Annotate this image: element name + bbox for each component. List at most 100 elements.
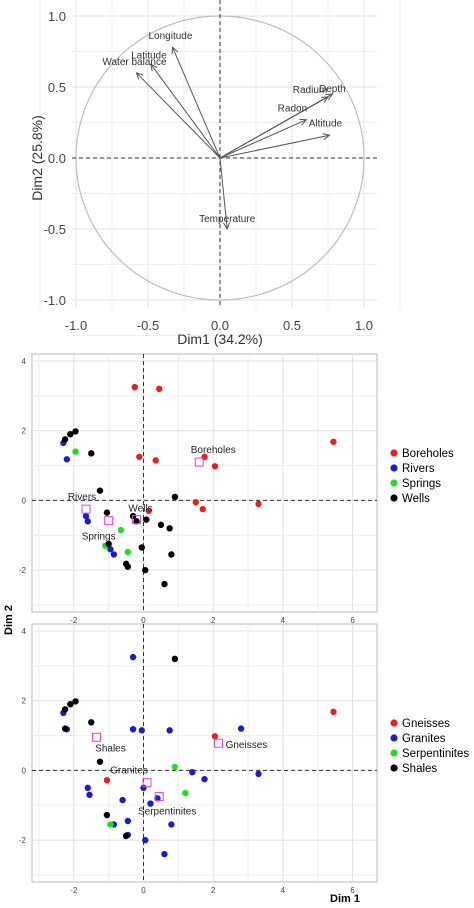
data-point [129, 512, 137, 520]
data-point [84, 784, 91, 792]
vector-label: Radium [293, 85, 327, 96]
data-point [84, 518, 91, 525]
legend-label: Gneisses [402, 718, 450, 730]
vector-line [172, 47, 221, 159]
data-point [61, 436, 69, 443]
centroid-marker [142, 778, 152, 788]
vector-arrowhead [171, 46, 179, 55]
data-point [72, 448, 79, 455]
data-point [67, 700, 74, 708]
legend-label: Shales [402, 763, 437, 775]
data-point [61, 706, 69, 713]
data-point [96, 758, 104, 765]
legend-marker [390, 479, 398, 487]
data-point [129, 653, 137, 661]
data-point [189, 768, 196, 776]
centroid-label: Boreholes [191, 445, 236, 456]
data-point [136, 453, 143, 461]
y-tick-label: 0 [22, 496, 27, 505]
data-point [166, 525, 173, 532]
centroid-marker [81, 504, 91, 514]
vector-label: Latitude [131, 50, 167, 61]
data-point [107, 546, 114, 553]
vector-arrowhead [322, 133, 331, 140]
vector-arrowhead [150, 63, 158, 72]
data-point [145, 507, 152, 515]
data-point [182, 789, 189, 797]
data-point [122, 832, 130, 840]
legend-marker [390, 449, 398, 457]
centroid-label: Shales [95, 743, 126, 754]
data-point [124, 817, 132, 825]
x-tick-label: 6 [350, 886, 355, 895]
data-point [133, 518, 140, 525]
vector-label: Water balance [102, 57, 167, 68]
data-point [171, 655, 179, 663]
data-point [211, 463, 219, 470]
x-tick-label: 0 [141, 616, 146, 625]
data-point [103, 811, 111, 819]
y-tick-label: 1.0 [48, 9, 66, 24]
data-points [60, 383, 337, 588]
data-point [255, 770, 262, 778]
data-point [103, 509, 111, 516]
legend-marker [390, 764, 398, 772]
centroid-marker [132, 515, 142, 525]
data-point [168, 821, 175, 828]
vector-line [136, 72, 221, 159]
y-tick-label: 4 [22, 357, 27, 366]
centroid-label: Granites [110, 766, 148, 777]
x-tick-label: 2 [211, 886, 216, 895]
x-tick-label: -2 [70, 616, 78, 625]
data-point [105, 540, 112, 548]
lithology-chart: -2 0 2 4 6 -2 0 2 4 Shales Gneisses Granites Serpen… [19, 623, 469, 905]
vector-arrowhead [135, 71, 144, 80]
legend: Gneisses Granites Serpentinites Shales [390, 718, 469, 775]
data-point [154, 795, 161, 802]
data-point [107, 821, 114, 828]
legend: Boreholes Rivers Springs Wells [390, 448, 454, 505]
x-tick-label: -2 [70, 886, 78, 895]
legend-label: Springs [402, 478, 441, 490]
grid [32, 354, 377, 612]
vector-label: Radon [278, 104, 307, 115]
legend-label: Wells [402, 493, 430, 505]
vector-label: Longitude [149, 31, 193, 42]
y-tick-label: -1.0 [44, 293, 66, 308]
centroid-marker [194, 457, 204, 467]
data-point [72, 698, 79, 705]
legend-marker [390, 494, 398, 502]
shared-y-axis-label: Dim 2 [3, 605, 15, 635]
vector-line [150, 63, 221, 159]
y-axis-label: Dim2 (25.8%) [29, 115, 45, 201]
data-point [143, 516, 150, 523]
vector-arrowhead [299, 118, 308, 126]
data-point [330, 708, 337, 716]
vector-line [219, 119, 307, 159]
data-point [124, 548, 132, 556]
x-tick-label: 1.0 [355, 318, 373, 333]
centroid-marker [154, 792, 164, 802]
group-centroids: Boreholes Rivers Springs Wells [68, 445, 236, 543]
data-point [157, 521, 165, 529]
x-axis-label: Dim1 (34.2%) [177, 331, 263, 347]
centroid-marker [104, 516, 114, 526]
legend-marker [390, 734, 398, 742]
data-point [138, 727, 145, 734]
data-point [161, 580, 168, 588]
x-tick-label: -1.0 [65, 318, 87, 333]
data-point [140, 784, 147, 792]
legend-label: Serpentinites [402, 748, 469, 760]
group-centroids: Shales Gneisses Granites Serpentinites [91, 732, 267, 818]
x-tick-label: 0 [141, 886, 146, 895]
centroid-marker [213, 738, 223, 748]
centroid-label: Springs [82, 532, 116, 543]
data-point [330, 438, 337, 446]
x-tick-label: 0.5 [283, 318, 301, 333]
data-point [237, 725, 245, 732]
legend-marker [390, 719, 398, 727]
y-tick-label: 0.0 [48, 151, 66, 166]
